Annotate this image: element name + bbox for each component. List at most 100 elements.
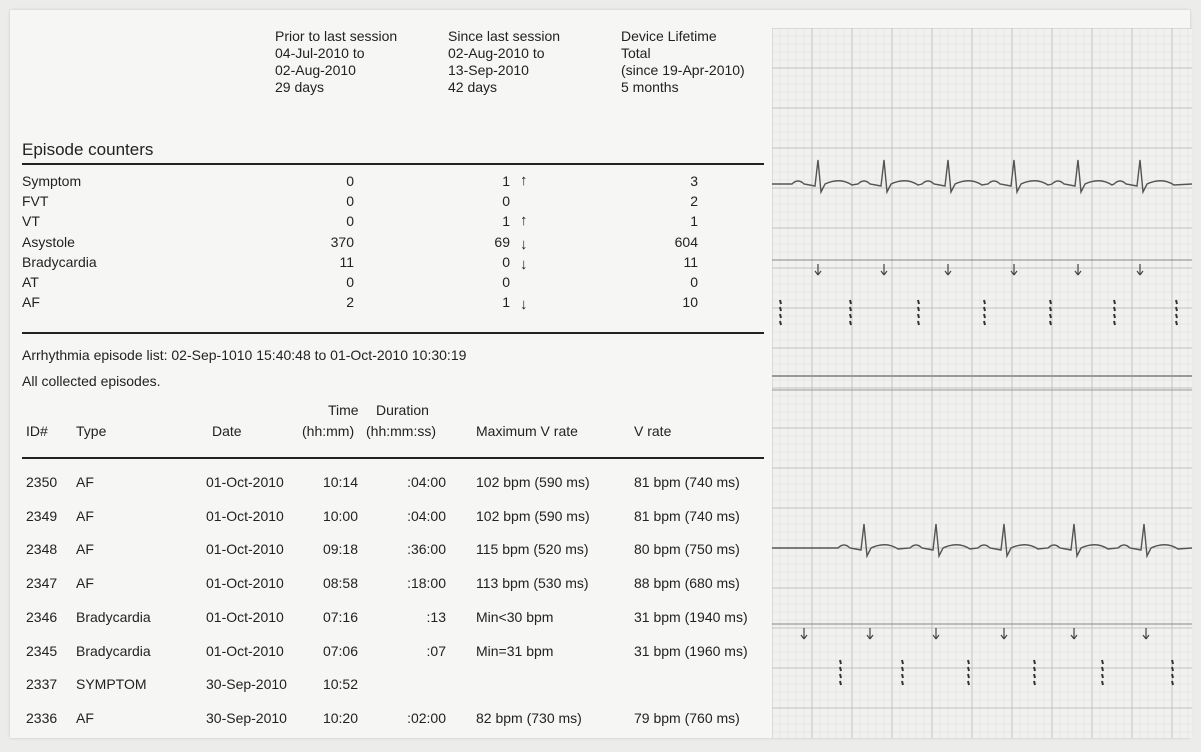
episode-duration: :18:00: [407, 575, 446, 592]
atrial-marker-dash: [1049, 306, 1052, 312]
atrial-marker-dash: [1171, 673, 1174, 679]
atrial-marker-dash: [983, 299, 986, 305]
episode-max-v-rate: 102 bpm (590 ms): [476, 474, 590, 490]
ventricular-marker-tip: [947, 270, 952, 276]
counter-label: AF: [22, 294, 40, 311]
atrial-marker-dash: [1113, 313, 1116, 319]
table-row[interactable]: 2336 AF 30-Sep-2010 10:20:02:00 82 bpm (730 …: [22, 710, 762, 732]
counter-lifetime: 1: [690, 213, 698, 230]
ventricular-marker: [800, 628, 808, 640]
atrial-marker-dash: [967, 680, 970, 686]
summary-lifetime-line-3: (since 19-Apr-2010): [621, 62, 745, 78]
counter-label: VT: [22, 213, 40, 230]
ventricular-marker: [880, 264, 888, 276]
counter-row: AF 2 1 10 ↓: [22, 294, 762, 314]
episode-time: 10:20: [322, 709, 358, 726]
episode-time: 10:00: [322, 507, 358, 524]
table-row[interactable]: 2349 AF 01-Oct-2010 10:00:04:00 102 bpm (590…: [22, 508, 762, 530]
atrial-marker-dash: [901, 680, 904, 686]
table-row[interactable]: 2350 AF 01-Oct-2010 10:14:04:00 102 bpm (590…: [22, 474, 762, 496]
counter-since: 0: [502, 253, 510, 270]
episode-type: AF: [76, 709, 94, 726]
ventricular-marker-tip: [814, 270, 819, 276]
table-row[interactable]: 2337 SYMPTOM 30-Sep-2010 10:52: [22, 676, 762, 698]
atrial-marker-dash: [849, 313, 852, 319]
episode-type: AF: [76, 474, 94, 490]
atrial-marker-dash: [901, 659, 904, 665]
ecg-trace: [772, 523, 1192, 559]
episode-max-v-rate: Min=31 bpm: [476, 642, 554, 659]
episode-time: 07:16: [322, 608, 358, 625]
arrow-down-icon: ↓: [520, 235, 528, 253]
atrial-marker-dash: [779, 313, 782, 319]
episode-duration: :02:00: [407, 709, 446, 726]
atrial-marker-dash: [839, 659, 842, 665]
atrial-marker-dash: [901, 666, 904, 672]
ventricular-marker-tip: [1003, 634, 1008, 640]
arrow-down-icon: ↓: [520, 296, 528, 314]
summary-since-line-2: 02-Aug-2010 to: [448, 45, 545, 61]
counter-lifetime: 2: [690, 193, 698, 210]
ventricular-marker-tip: [1136, 270, 1141, 276]
counter-row: Bradycardia 11 0 11 ↓: [22, 254, 762, 274]
counter-lifetime: 11: [683, 253, 698, 270]
summary-prior-line-4: 29 days: [275, 79, 325, 95]
atrial-marker: [1049, 299, 1052, 326]
atrial-marker-dash: [1101, 680, 1104, 686]
episode-v-rate: 79 bpm (760 ms): [634, 709, 740, 726]
atrial-marker-dash: [839, 673, 842, 679]
atrial-marker: [983, 299, 986, 326]
atrial-marker: [1113, 299, 1116, 326]
atrial-marker-dash: [1033, 680, 1036, 686]
arrow-up-icon: ↑: [520, 212, 528, 230]
counter-lifetime: 3: [690, 173, 698, 189]
atrial-marker: [1033, 659, 1036, 686]
counter-label: FVT: [22, 193, 49, 210]
episode-time: 09:18: [322, 541, 358, 558]
atrial-marker-dash: [917, 299, 920, 305]
counter-since: 0: [502, 274, 510, 290]
episode-date: 01-Oct-2010: [206, 474, 284, 490]
arrow-up-icon: ↑: [520, 172, 528, 189]
table-row[interactable]: 2348 AF 01-Oct-2010 09:18:36:00 115 bpm (520…: [22, 541, 762, 563]
ecg-strip-2: [772, 523, 1192, 686]
atrial-marker-dash: [779, 299, 782, 305]
counter-prior: 2: [346, 294, 354, 311]
table-row[interactable]: 2347 AF 01-Oct-2010 08:58:18:00 113 bpm (530…: [22, 575, 762, 597]
summary-lifetime-line-2: Total: [621, 45, 651, 61]
episode-duration: :04:00: [407, 507, 446, 524]
episode-duration: :13: [426, 608, 446, 625]
ventricular-marker: [944, 264, 952, 276]
atrial-marker-dash: [1101, 666, 1104, 672]
episode-type: AF: [76, 541, 94, 558]
ventricular-marker: [1010, 264, 1018, 276]
atrial-marker-dash: [839, 666, 842, 672]
episode-table-rule: [22, 457, 764, 459]
table-row[interactable]: 2346 Bradycardia 01-Oct-2010 07:16:13 Min<30…: [22, 609, 762, 631]
episode-max-v-rate: 113 bpm (530 ms): [476, 575, 589, 592]
episode-duration: :04:00: [407, 474, 446, 490]
summary-since-line-4: 42 days: [448, 79, 498, 95]
counters-bottom-rule: [22, 332, 764, 334]
summary-column-since: Since last session 02-Aug-2010 to 13-Sep…: [448, 28, 560, 96]
ventricular-marker-tip: [800, 634, 805, 640]
episode-list-filter: All collected episodes.: [22, 373, 161, 389]
atrial-marker-dash: [1175, 313, 1178, 319]
ventricular-marker-tip: [883, 270, 888, 276]
ecg-grid: [772, 28, 1192, 738]
atrial-marker-dash: [1113, 320, 1116, 326]
counter-since: 69: [494, 233, 510, 250]
episode-max-v-rate: 115 bpm (520 ms): [476, 541, 589, 558]
episode-duration: :36:00: [407, 541, 446, 558]
table-row[interactable]: 2345 Bradycardia 01-Oct-2010 07:06:07 Min=31…: [22, 643, 762, 665]
ventricular-marker: [1074, 264, 1082, 276]
header-id: ID#: [26, 423, 48, 439]
summary-lifetime-line-4: 5 months: [621, 79, 679, 95]
episode-id: 2345: [26, 642, 58, 659]
episode-date: 01-Oct-2010: [206, 642, 284, 659]
episode-v-rate: 88 bpm (680 ms): [634, 575, 740, 592]
header-duration-line-2: (hh:mm:ss): [366, 423, 436, 439]
episode-list-range: Arrhythmia episode list: 02-Sep-1010 15:…: [22, 347, 467, 363]
atrial-marker-dash: [1049, 320, 1052, 326]
ventricular-marker-tip: [817, 270, 822, 276]
